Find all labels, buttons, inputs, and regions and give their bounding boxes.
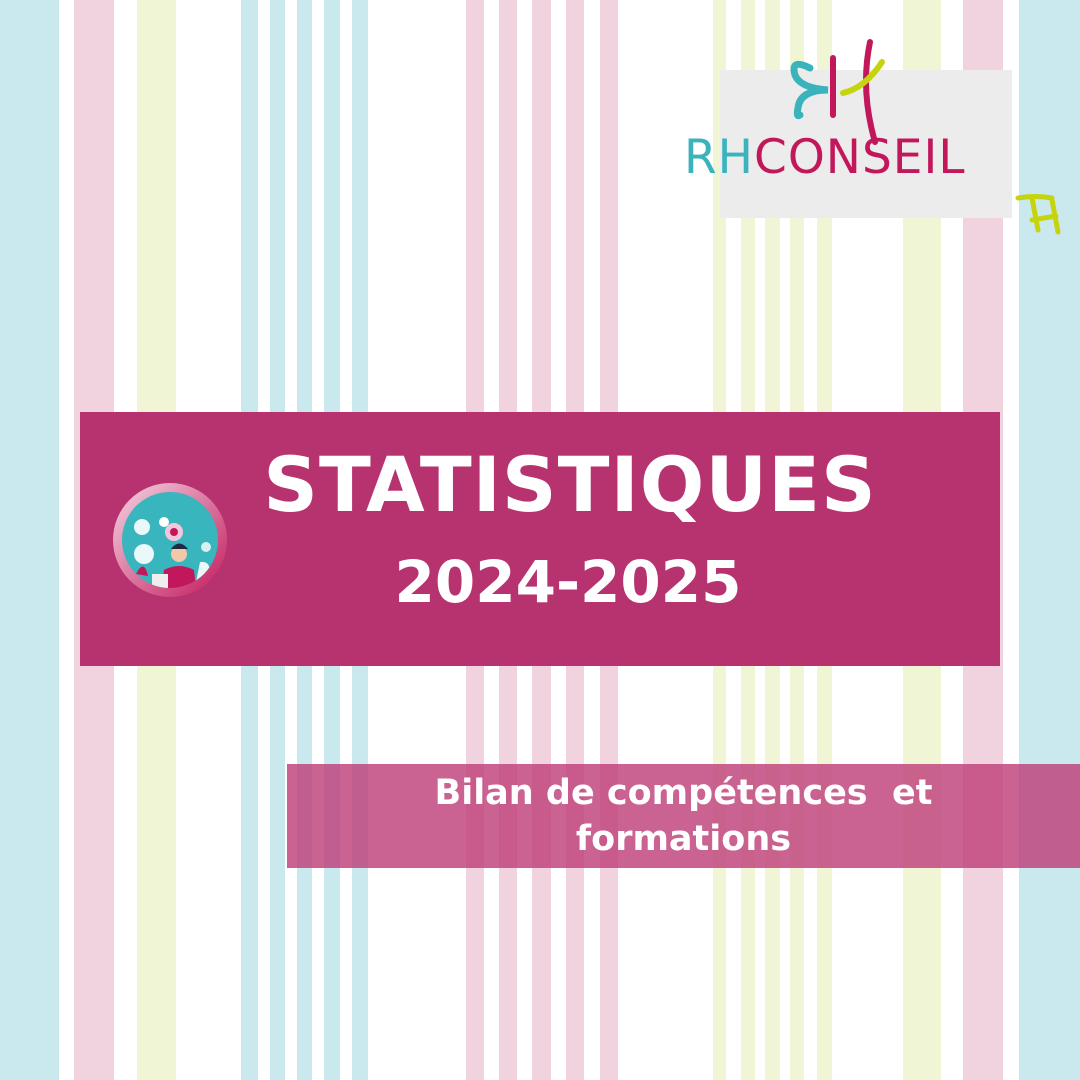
subtitle-line-2: formations <box>575 819 792 859</box>
year-range: 2024-2025 <box>394 548 742 616</box>
page-title: STATISTIQUES <box>263 440 877 529</box>
logo-monogram-icon <box>790 39 1061 235</box>
title-banner <box>80 412 1000 666</box>
subtitle-box <box>287 764 1080 868</box>
person-thinking-illustration-icon <box>113 483 227 597</box>
subtitle-line-1: Bilan de compétences et <box>434 773 933 813</box>
rhconseil-logo: RHCONSEIL <box>660 30 1080 240</box>
stripe <box>0 0 59 1080</box>
stripe <box>1019 0 1080 1080</box>
subtitle: Bilan de compétences et formations <box>287 764 1080 862</box>
logo-wordmark: RHCONSEIL <box>684 130 966 185</box>
